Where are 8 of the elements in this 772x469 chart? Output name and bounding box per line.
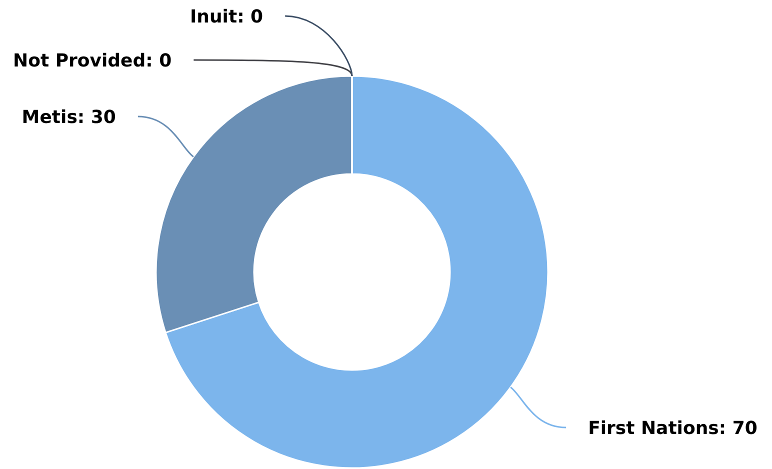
category-label: Not Provided [13, 50, 146, 72]
data-label: : 30 [77, 106, 116, 128]
text: : 0 [237, 6, 264, 28]
text: : 0 [146, 50, 172, 72]
category-label: Inuit [190, 6, 238, 28]
slice-label: Metis [22, 106, 78, 128]
data-label: : 70 [718, 418, 758, 439]
slice-label: First Nations [588, 418, 719, 439]
